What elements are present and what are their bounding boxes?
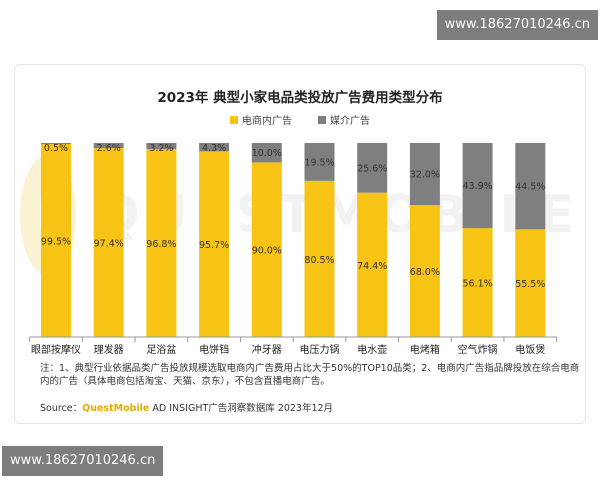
bar-ecommerce xyxy=(199,151,230,337)
x-tick-label: 理发器 xyxy=(94,343,124,356)
x-tick-label: 电水壶 xyxy=(357,343,387,356)
bar-media xyxy=(93,143,124,149)
data-label-media: 43.9% xyxy=(463,181,493,192)
x-tick-label: 电压力锅 xyxy=(300,343,340,356)
x-tick-label: 冲牙器 xyxy=(252,343,282,356)
bar-media xyxy=(304,143,335,181)
bar-media xyxy=(409,143,440,206)
data-label-ecommerce: 74.4% xyxy=(357,261,387,272)
data-label-media: 3.2% xyxy=(149,143,173,154)
bar-ecommerce xyxy=(304,180,335,337)
bar-media xyxy=(41,143,71,144)
data-label-media: 44.5% xyxy=(515,182,545,193)
bar-ecommerce xyxy=(515,229,546,337)
data-label-media: 19.5% xyxy=(304,157,334,168)
source-label: Source： xyxy=(40,403,83,414)
bar-ecommerce xyxy=(41,143,71,337)
bar-media xyxy=(251,143,282,163)
x-tick-label: 眼部按摩仪 xyxy=(31,343,81,356)
data-label-ecommerce: 90.0% xyxy=(252,246,282,257)
bar-ecommerce xyxy=(462,228,493,337)
bar-media xyxy=(515,143,546,230)
legend-label-ecommerce: 电商内广告 xyxy=(242,116,292,127)
legend-swatch-ecommerce xyxy=(230,115,238,124)
data-label-ecommerce: 96.8% xyxy=(146,239,176,250)
legend-label-media: 媒介广告 xyxy=(330,116,370,127)
bar-media xyxy=(462,143,493,229)
source-text: AD INSIGHT广告洞察数据库 2023年12月 xyxy=(149,403,334,414)
x-tick-label: 空气炸锅 xyxy=(458,343,498,356)
bar-media xyxy=(357,143,388,193)
chart-legend: 电商内广告 媒介广告 xyxy=(0,112,600,127)
data-label-ecommerce: 97.4% xyxy=(94,239,124,250)
legend-item-ecommerce: 电商内广告 xyxy=(230,112,292,127)
data-label-media: 0.5% xyxy=(44,143,68,154)
x-tick-label: 足浴盆 xyxy=(146,343,176,356)
x-tick-label: 电饼铛 xyxy=(199,343,229,356)
data-label-media: 2.6% xyxy=(97,143,121,154)
x-tick-label: 电烤箱 xyxy=(410,343,440,356)
source-line: Source：QuestMobile AD INSIGHT广告洞察数据库 202… xyxy=(40,400,333,414)
data-label-media: 10.0% xyxy=(252,148,282,159)
x-tick-label: 电饭煲 xyxy=(515,343,545,356)
data-label-ecommerce: 56.1% xyxy=(463,279,493,290)
phone-banner-bottom: www.18627010246.cn xyxy=(2,446,164,476)
data-label-ecommerce: 55.5% xyxy=(515,279,545,290)
footnote: 注：1、典型行业依据品类广告投放规模选取电商内广告费用占比大于50%的TOP10… xyxy=(40,363,580,387)
bar-media xyxy=(199,143,230,152)
data-label-ecommerce: 80.5% xyxy=(304,255,334,266)
data-label-ecommerce: 99.5% xyxy=(41,236,71,247)
bar-ecommerce xyxy=(357,192,388,337)
data-label-media: 32.0% xyxy=(410,170,440,181)
data-label-ecommerce: 68.0% xyxy=(410,267,440,278)
chart-title: 2023年 典型小家电品类投放广告费用类型分布 xyxy=(157,90,443,106)
legend-item-media: 媒介广告 xyxy=(318,112,370,127)
bar-media xyxy=(146,143,177,150)
bar-ecommerce xyxy=(146,149,177,337)
bar-ecommerce xyxy=(93,148,124,337)
source-brand: QuestMobile xyxy=(82,403,150,414)
phone-banner-top: www.18627010246.cn xyxy=(436,10,598,40)
bar-ecommerce xyxy=(409,205,440,337)
data-label-media: 4.3% xyxy=(202,143,226,154)
bar-ecommerce xyxy=(251,162,282,337)
legend-swatch-media xyxy=(318,115,326,124)
data-label-ecommerce: 95.7% xyxy=(199,240,229,251)
data-label-media: 25.6% xyxy=(357,163,387,174)
